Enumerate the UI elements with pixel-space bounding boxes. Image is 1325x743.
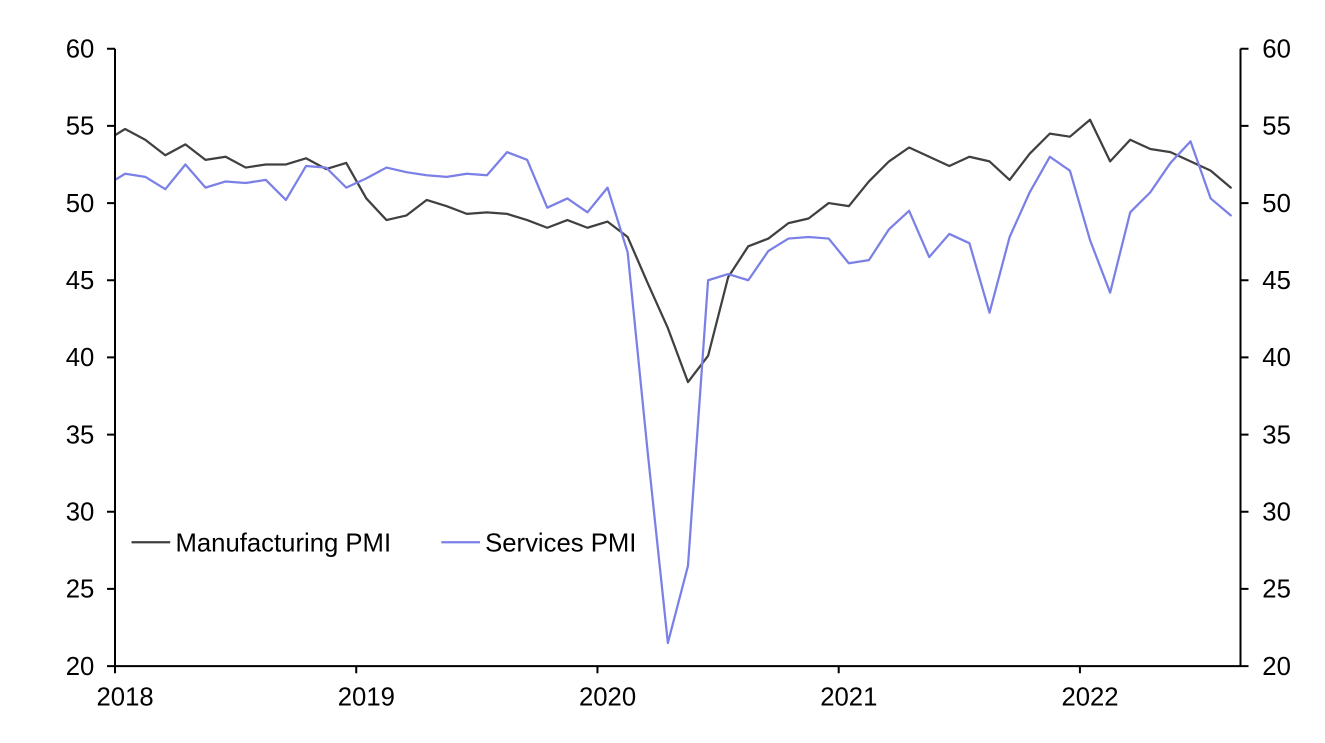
- svg-text:2018: 2018: [97, 683, 154, 711]
- svg-text:20: 20: [1262, 653, 1291, 681]
- svg-text:55: 55: [66, 113, 95, 141]
- svg-text:30: 30: [1262, 499, 1291, 527]
- svg-text:Manufacturing PMI: Manufacturing PMI: [176, 529, 392, 557]
- svg-text:2021: 2021: [820, 683, 877, 711]
- svg-text:Services PMI: Services PMI: [485, 529, 636, 557]
- svg-text:50: 50: [1262, 190, 1291, 218]
- svg-text:45: 45: [66, 267, 95, 295]
- svg-text:60: 60: [1262, 36, 1291, 64]
- svg-text:40: 40: [66, 344, 95, 372]
- svg-text:40: 40: [1262, 344, 1291, 372]
- svg-text:2022: 2022: [1061, 683, 1118, 711]
- svg-text:2019: 2019: [338, 683, 395, 711]
- svg-text:25: 25: [1262, 576, 1291, 604]
- svg-text:20: 20: [66, 653, 95, 681]
- svg-text:35: 35: [1262, 421, 1291, 449]
- svg-text:35: 35: [66, 421, 95, 449]
- svg-text:30: 30: [66, 499, 95, 527]
- svg-text:55: 55: [1262, 113, 1291, 141]
- svg-text:25: 25: [66, 576, 95, 604]
- svg-text:2020: 2020: [579, 683, 636, 711]
- svg-text:60: 60: [66, 36, 95, 64]
- svg-text:45: 45: [1262, 267, 1291, 295]
- svg-text:50: 50: [66, 190, 95, 218]
